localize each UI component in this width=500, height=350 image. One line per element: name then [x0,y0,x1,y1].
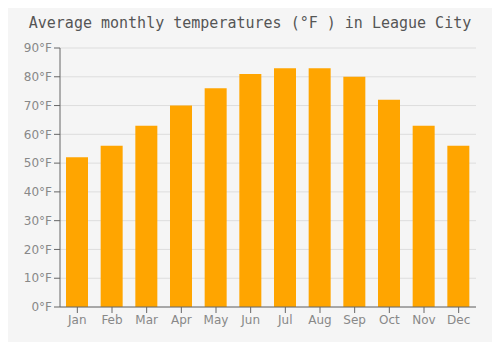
svg-text:Apr: Apr [171,313,192,327]
svg-text:60°F: 60°F [24,128,52,142]
svg-text:Sep: Sep [343,313,366,327]
svg-text:0°F: 0°F [31,300,52,314]
svg-text:20°F: 20°F [24,243,52,257]
svg-text:Jan: Jan [67,313,87,327]
svg-text:30°F: 30°F [24,214,52,228]
svg-text:80°F: 80°F [24,70,52,84]
svg-text:Feb: Feb [101,313,122,327]
svg-text:Aug: Aug [308,313,331,327]
svg-text:Jun: Jun [240,313,260,327]
svg-text:90°F: 90°F [24,41,52,55]
svg-text:Mar: Mar [135,313,158,327]
svg-text:10°F: 10°F [24,271,52,285]
svg-text:50°F: 50°F [24,156,52,170]
svg-text:40°F: 40°F [24,185,52,199]
svg-text:Jul: Jul [277,313,292,327]
svg-text:70°F: 70°F [24,99,52,113]
svg-text:Nov: Nov [412,313,435,327]
html-text:Average monthly temperatures (: Average monthly temperatures (°F ) in Le… [28,14,472,32]
svg-text:Oct: Oct [379,313,400,327]
svg-text:Dec: Dec [447,313,470,327]
svg-text:May: May [204,313,229,327]
